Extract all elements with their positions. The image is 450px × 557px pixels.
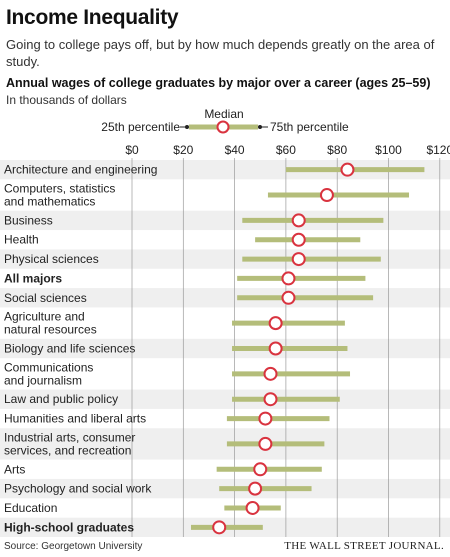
median-marker: [291, 232, 306, 247]
median-marker: [268, 316, 283, 331]
category-label: Computers, statistics: [4, 182, 115, 196]
x-tick-label: $40: [225, 143, 245, 157]
category-label: Biology and life sciences: [4, 342, 135, 356]
chart-title: Income Inequality: [6, 6, 179, 29]
median-marker: [258, 411, 273, 426]
legend-median-marker: [216, 120, 230, 134]
category-label: natural resources: [4, 323, 97, 337]
chart-heading: Annual wages of college graduates by maj…: [6, 76, 431, 90]
row-band: [0, 428, 450, 460]
category-label: Architecture and engineering: [4, 163, 157, 177]
median-marker: [319, 188, 334, 203]
median-marker: [253, 462, 268, 477]
median-marker: [281, 271, 296, 286]
category-label: High-school graduates: [4, 520, 134, 534]
category-label: Physical sciences: [4, 252, 99, 266]
category-label: Social sciences: [4, 291, 87, 305]
median-marker: [281, 290, 296, 305]
median-marker: [340, 162, 355, 177]
median-marker: [248, 481, 263, 496]
x-tick-label: $100: [375, 143, 402, 157]
category-label: Education: [4, 501, 57, 515]
median-marker: [268, 341, 283, 356]
x-tick-label: $80: [327, 143, 347, 157]
x-tick-label: $60: [276, 143, 296, 157]
category-label: All majors: [4, 271, 62, 285]
median-marker: [258, 436, 273, 451]
median-marker: [263, 366, 278, 381]
median-marker: [291, 252, 306, 267]
legend-p25-label: 25th percentile: [101, 120, 180, 134]
x-tick-label: $0: [125, 143, 139, 157]
category-label: Communications: [4, 360, 93, 374]
source-note: Source: Georgetown University: [4, 541, 143, 552]
legend-median-label: Median: [204, 107, 243, 121]
category-label: Agriculture and: [4, 310, 85, 324]
category-label: and journalism: [4, 373, 82, 387]
median-marker: [212, 520, 227, 535]
category-label: and mathematics: [4, 195, 95, 209]
category-label: Industrial arts, consumer: [4, 430, 135, 444]
chart-subtitle: Going to college pays off, but by how mu…: [6, 37, 435, 69]
x-tick-label: $120: [426, 143, 450, 157]
publisher-credit: THE WALL STREET JOURNAL.: [284, 540, 444, 552]
units-note: In thousands of dollars: [6, 93, 127, 107]
category-label: Business: [4, 213, 53, 227]
median-marker: [245, 500, 260, 515]
median-marker: [291, 213, 306, 228]
category-label: Law and public policy: [4, 392, 118, 406]
legend-p75-label: 75th percentile: [270, 120, 349, 134]
category-label: Health: [4, 233, 39, 247]
category-label: Psychology and social work: [4, 482, 152, 496]
x-tick-label: $20: [173, 143, 193, 157]
category-label: Arts: [4, 462, 25, 476]
category-label: Humanities and liberal arts: [4, 412, 146, 426]
median-marker: [263, 392, 278, 407]
category-label: services, and recreation: [4, 443, 131, 457]
legend-p25-dot: [185, 125, 189, 129]
